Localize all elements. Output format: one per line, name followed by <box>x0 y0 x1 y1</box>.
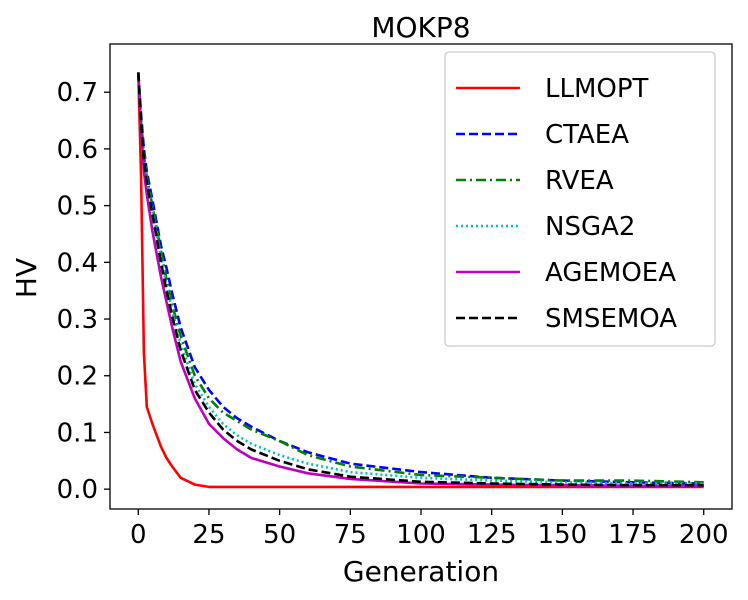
legend-label-ctaea: CTAEA <box>545 120 629 150</box>
legend-label-nsga2: NSGA2 <box>545 212 635 242</box>
x-tick-label: 75 <box>334 520 367 550</box>
legend-label-rvea: RVEA <box>545 166 614 196</box>
x-tick-label: 100 <box>396 520 446 550</box>
series-line-llmopt <box>137 72 704 489</box>
series-line-smsemoa <box>137 72 704 487</box>
y-tick-label: 0.6 <box>57 135 98 165</box>
legend: LLMOPT CTAEA RVEA NSGA2 AGEMOEA SMSEMOA <box>444 51 716 347</box>
series-line-nsga2 <box>137 72 704 485</box>
x-tick-label: 0 <box>130 520 147 550</box>
y-tick-label: 0.5 <box>57 192 98 222</box>
x-axis-ticks: 0 25 50 75 100 125 150 175 200 <box>130 509 729 550</box>
y-tick-label: 0.7 <box>57 78 98 108</box>
y-tick-label: 0.1 <box>57 418 98 448</box>
x-tick-label: 200 <box>679 520 729 550</box>
legend-label-llmopt: LLMOPT <box>545 74 649 104</box>
y-tick-label: 0.2 <box>57 362 98 392</box>
series-line-agemoea <box>137 72 704 488</box>
x-tick-label: 50 <box>263 520 296 550</box>
y-tick-label: 0.0 <box>57 475 98 505</box>
legend-label-smsemoa: SMSEMOA <box>545 304 677 334</box>
y-axis-ticks: 0.0 0.1 0.2 0.3 0.4 0.5 0.6 0.7 <box>57 78 110 505</box>
series-line-ctaea <box>137 72 704 485</box>
plot-lines <box>137 72 704 489</box>
x-axis-label: Generation <box>343 555 499 588</box>
y-tick-label: 0.4 <box>57 248 98 278</box>
x-tick-label: 125 <box>467 520 517 550</box>
series-line-rvea <box>137 72 704 484</box>
y-axis-label: HV <box>10 258 43 298</box>
y-tick-label: 0.3 <box>57 305 98 335</box>
chart-title: MOKP8 <box>371 11 470 44</box>
x-tick-label: 150 <box>538 520 588 550</box>
x-tick-label: 25 <box>192 520 225 550</box>
legend-label-agemoea: AGEMOEA <box>545 258 676 288</box>
x-tick-label: 175 <box>608 520 658 550</box>
